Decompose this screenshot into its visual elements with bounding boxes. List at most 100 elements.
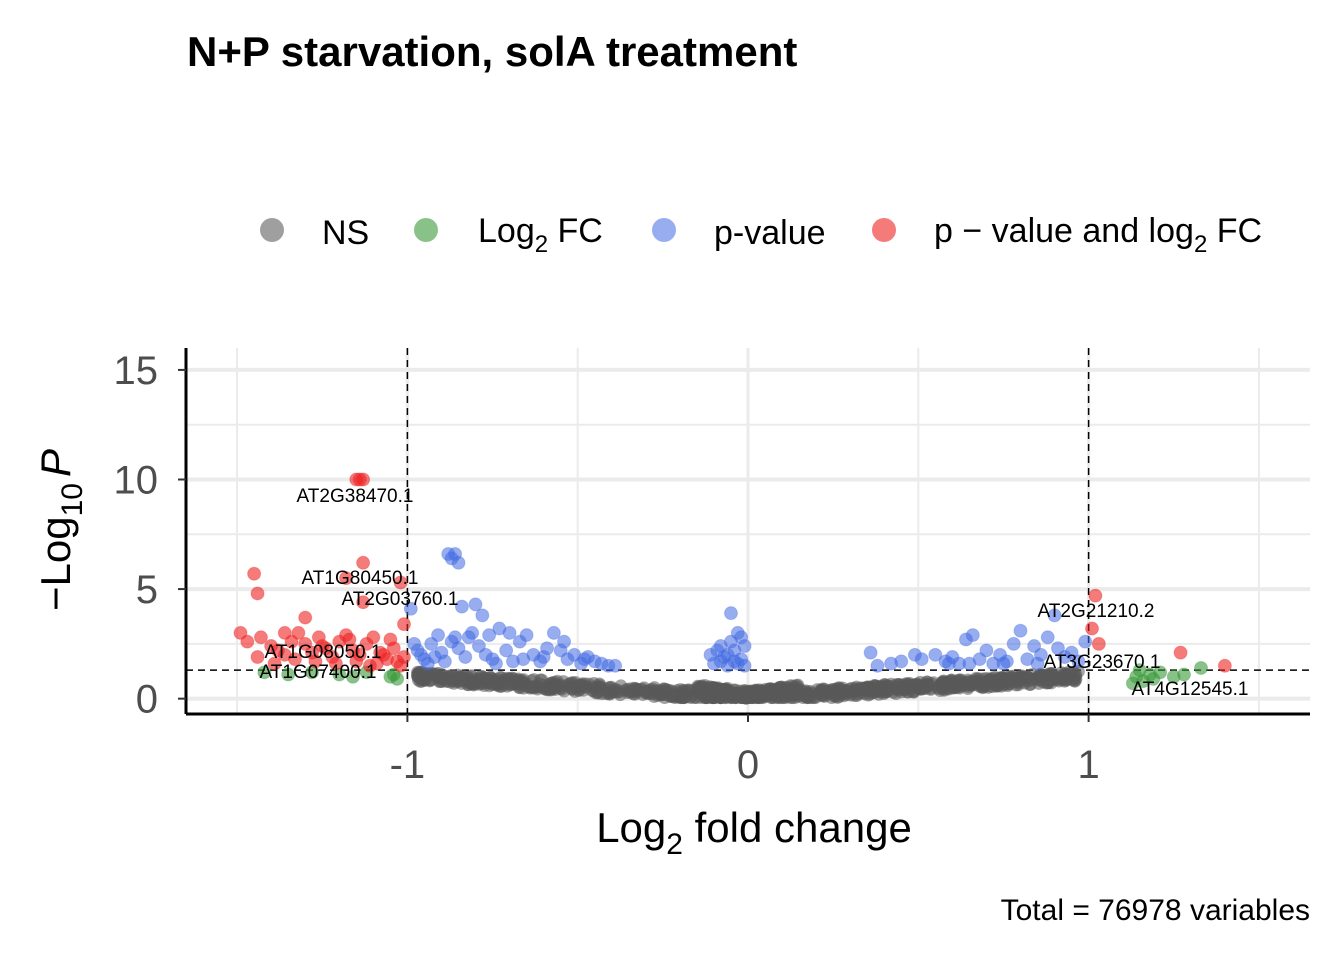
p-point bbox=[928, 647, 943, 662]
ns-point bbox=[456, 673, 470, 687]
fc-point bbox=[1194, 660, 1209, 675]
both-point bbox=[315, 639, 330, 654]
p-point bbox=[403, 601, 418, 616]
chart-caption: Total = 76978 variables bbox=[1001, 894, 1310, 927]
y-tick-label: 5 bbox=[136, 568, 158, 612]
ns-point bbox=[759, 684, 773, 698]
gene-label: AT3G23670.1 bbox=[1044, 652, 1161, 673]
ns-point bbox=[908, 679, 922, 693]
x-tick-label: -1 bbox=[390, 743, 426, 787]
p-point bbox=[1027, 639, 1042, 654]
p-point bbox=[454, 599, 469, 614]
p-point bbox=[1030, 656, 1045, 671]
ns-point bbox=[1062, 667, 1076, 681]
p-point bbox=[863, 645, 878, 660]
both-point bbox=[291, 625, 306, 640]
ns-point bbox=[977, 680, 991, 694]
ns-point bbox=[661, 684, 675, 698]
y-tick-label: 0 bbox=[136, 678, 158, 722]
p-point bbox=[727, 654, 742, 669]
p-point bbox=[1040, 630, 1055, 645]
gene-label: AT2G38470.1 bbox=[297, 486, 414, 507]
p-point bbox=[482, 628, 497, 643]
both-point bbox=[352, 472, 367, 487]
p-point bbox=[468, 597, 483, 612]
both-point bbox=[342, 632, 357, 647]
ns-point bbox=[578, 680, 592, 694]
p-point bbox=[1050, 641, 1065, 656]
ns-point bbox=[884, 677, 898, 691]
fc-point bbox=[257, 665, 272, 680]
ns-point bbox=[725, 688, 739, 702]
legend-p-key bbox=[652, 218, 676, 242]
both-point bbox=[383, 632, 398, 647]
p-point bbox=[894, 654, 909, 669]
both-point bbox=[362, 658, 377, 673]
ns-point bbox=[505, 677, 519, 691]
p-point bbox=[502, 625, 517, 640]
p-point bbox=[1064, 645, 1079, 660]
ns-point bbox=[426, 668, 440, 682]
both-point bbox=[233, 625, 248, 640]
ns-point bbox=[628, 687, 642, 701]
fc-point bbox=[281, 667, 296, 682]
y-tick-label: 10 bbox=[114, 458, 159, 502]
both-point bbox=[356, 555, 371, 570]
ns-point bbox=[698, 680, 712, 694]
p-point bbox=[723, 606, 738, 621]
ns-point bbox=[483, 676, 497, 690]
ns-point bbox=[411, 668, 425, 682]
significant-points bbox=[233, 472, 1232, 691]
p-point bbox=[461, 630, 476, 645]
p-point bbox=[431, 628, 446, 643]
both-point bbox=[376, 647, 391, 662]
ns-point bbox=[860, 681, 874, 695]
legend: NS Log2 FC p-value p − value and log2 FC bbox=[260, 212, 1262, 258]
legend-fc-key bbox=[414, 218, 438, 242]
both-point bbox=[328, 656, 343, 671]
ns-point bbox=[554, 678, 568, 692]
both-point bbox=[247, 566, 262, 581]
ns-point bbox=[871, 682, 885, 696]
ns-point bbox=[707, 681, 721, 695]
p-point bbox=[458, 650, 473, 665]
ns-point bbox=[931, 682, 945, 696]
fc-point bbox=[1153, 665, 1168, 680]
p-point bbox=[914, 652, 929, 667]
both-point bbox=[298, 610, 313, 625]
ns-point bbox=[519, 677, 533, 691]
legend-fc-label: Log2 FC bbox=[478, 212, 603, 258]
ns-point bbox=[1036, 669, 1050, 683]
x-tick-label: 1 bbox=[1077, 743, 1099, 787]
both-point bbox=[277, 625, 292, 640]
p-point bbox=[1013, 623, 1028, 638]
p-point bbox=[424, 636, 439, 651]
p-point bbox=[437, 654, 452, 669]
both-point bbox=[240, 634, 255, 649]
gene-label: AT2G03760.1 bbox=[342, 589, 459, 610]
both-point bbox=[308, 654, 323, 669]
p-point bbox=[471, 639, 486, 654]
both-point bbox=[1217, 658, 1232, 673]
p-point bbox=[475, 608, 490, 623]
y-axis-title: −Log10P bbox=[32, 449, 89, 611]
ns-point bbox=[919, 680, 933, 694]
legend-both-key bbox=[872, 218, 896, 242]
ns-point bbox=[639, 684, 653, 698]
p-point bbox=[1047, 608, 1062, 623]
p-point bbox=[870, 658, 885, 673]
both-point bbox=[396, 617, 411, 632]
ns-point bbox=[1049, 672, 1063, 686]
y-axis-ticks: 0 5 10 15 bbox=[114, 349, 186, 722]
x-axis-title: Log2 fold change bbox=[596, 804, 912, 861]
ns-point bbox=[744, 687, 758, 701]
x-tick-label: 0 bbox=[737, 743, 759, 787]
p-point bbox=[608, 658, 623, 673]
both-point bbox=[393, 575, 408, 590]
both-point bbox=[366, 630, 381, 645]
both-point bbox=[1088, 588, 1103, 603]
x-axis-ticks: -1 0 1 bbox=[390, 714, 1100, 787]
legend-ns-key bbox=[260, 218, 284, 242]
